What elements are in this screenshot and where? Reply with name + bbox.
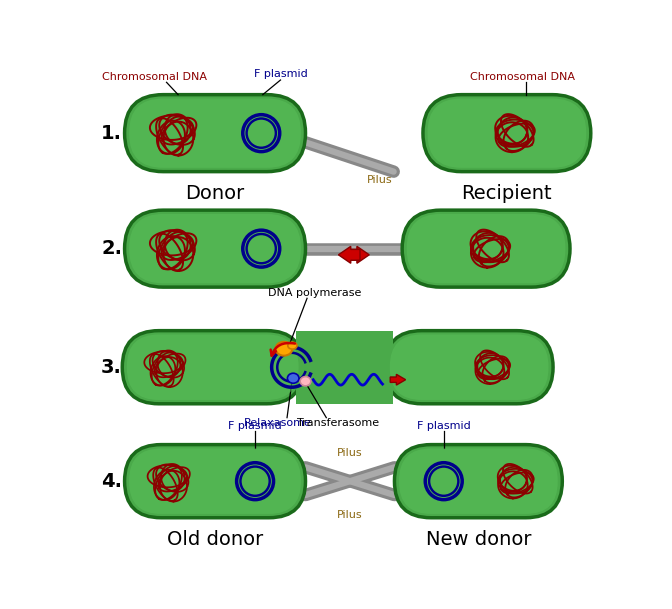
FancyBboxPatch shape [129, 99, 301, 168]
FancyBboxPatch shape [423, 94, 591, 172]
Bar [296, 331, 393, 404]
Text: 4.: 4. [101, 472, 122, 491]
FancyBboxPatch shape [124, 445, 306, 518]
FancyBboxPatch shape [407, 214, 565, 283]
FancyBboxPatch shape [390, 334, 548, 400]
Text: 2.: 2. [101, 239, 122, 258]
FancyBboxPatch shape [394, 445, 562, 518]
Text: Donor: Donor [185, 184, 245, 203]
FancyBboxPatch shape [399, 448, 558, 514]
Text: Transferasome: Transferasome [297, 418, 379, 428]
Text: New donor: New donor [425, 530, 531, 549]
Ellipse shape [288, 373, 299, 383]
FancyBboxPatch shape [124, 210, 306, 287]
Text: Old donor: Old donor [167, 530, 263, 549]
Text: F plasmid: F plasmid [228, 421, 282, 431]
Text: F plasmid: F plasmid [417, 421, 470, 431]
Text: Pilus: Pilus [337, 448, 363, 458]
Text: DNA polymerase: DNA polymerase [268, 288, 362, 298]
FancyBboxPatch shape [129, 214, 301, 283]
Text: Relaxasome: Relaxasome [244, 418, 312, 428]
FancyBboxPatch shape [427, 99, 586, 168]
FancyBboxPatch shape [122, 331, 303, 404]
Text: Chromosomal DNA: Chromosomal DNA [470, 72, 575, 82]
FancyBboxPatch shape [402, 210, 570, 287]
FancyBboxPatch shape [385, 331, 553, 404]
Ellipse shape [300, 376, 311, 386]
Text: Pilus: Pilus [367, 175, 392, 185]
Text: Recipient: Recipient [462, 184, 552, 203]
Ellipse shape [288, 342, 297, 349]
Text: F plasmid: F plasmid [253, 69, 307, 79]
FancyArrow shape [390, 375, 406, 385]
Text: Pilus: Pilus [337, 510, 363, 521]
Ellipse shape [276, 342, 292, 356]
Text: Chromosomal DNA: Chromosomal DNA [103, 72, 208, 82]
FancyBboxPatch shape [129, 448, 301, 514]
Text: 3.: 3. [101, 357, 122, 377]
FancyBboxPatch shape [127, 334, 298, 400]
FancyArrow shape [339, 246, 360, 263]
Text: 1.: 1. [101, 124, 122, 143]
FancyArrow shape [347, 246, 369, 263]
FancyBboxPatch shape [124, 94, 306, 172]
